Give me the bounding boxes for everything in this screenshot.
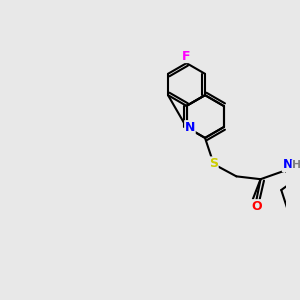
Text: F: F bbox=[182, 50, 191, 62]
Text: N: N bbox=[282, 158, 293, 172]
Text: N: N bbox=[185, 121, 195, 134]
Text: O: O bbox=[251, 200, 262, 213]
Text: S: S bbox=[209, 157, 218, 170]
Text: H: H bbox=[292, 160, 300, 170]
